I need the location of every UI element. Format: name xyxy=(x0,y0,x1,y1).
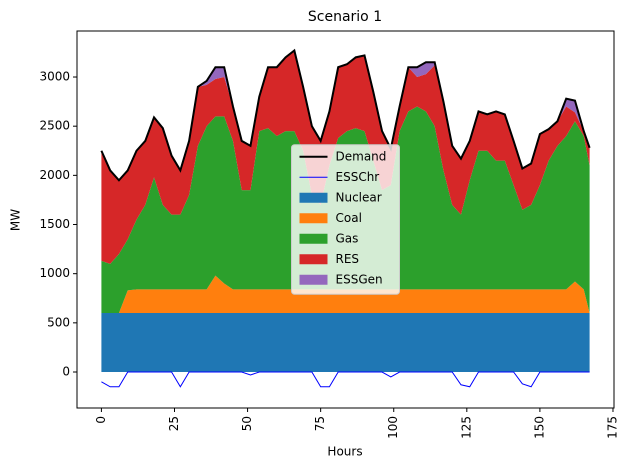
x-tick-label: 25 xyxy=(167,416,181,431)
y-axis-label: MW xyxy=(9,209,23,231)
y-tick-label: 1500 xyxy=(39,217,70,231)
plot-frame xyxy=(76,30,615,409)
legend-label: Gas xyxy=(336,231,359,245)
legend-label: Nuclear xyxy=(336,190,382,204)
legend-swatch xyxy=(299,192,328,203)
y-tick-label: 1000 xyxy=(39,266,70,280)
x-tick-label: 50 xyxy=(240,416,254,431)
chart-title: Scenario 1 xyxy=(308,9,382,25)
legend-swatch xyxy=(299,213,328,224)
x-tick-label: 75 xyxy=(313,416,327,431)
y-tick-label: 3000 xyxy=(39,70,70,84)
legend-label: RES xyxy=(336,252,360,266)
legend-label: ESSGen xyxy=(336,272,383,286)
legend-label: ESSChr xyxy=(336,170,380,184)
legend-label: Demand xyxy=(336,149,387,163)
line xyxy=(100,48,591,182)
x-tick-label: 0 xyxy=(94,416,108,424)
area xyxy=(101,313,590,373)
line xyxy=(101,371,590,388)
x-tick-label: 125 xyxy=(459,416,473,439)
x-axis-label: Hours xyxy=(327,445,362,459)
legend-swatch xyxy=(299,254,328,265)
y-tick-label: 0 xyxy=(62,365,70,379)
y-tick-label: 2500 xyxy=(39,119,70,133)
y-tick-label: 500 xyxy=(47,315,70,329)
y-tick-label: 2000 xyxy=(39,168,70,182)
legend-label: Coal xyxy=(336,211,362,225)
legend-swatch xyxy=(299,233,328,244)
x-tick-label: 150 xyxy=(532,416,546,439)
legend-swatch xyxy=(299,274,328,285)
legend: Demand ESSChr Nuclear Coal Gas RES ESSGen xyxy=(291,144,400,295)
area xyxy=(101,50,590,264)
x-tick-label: 100 xyxy=(386,416,400,439)
x-tick-label: 175 xyxy=(605,416,619,439)
